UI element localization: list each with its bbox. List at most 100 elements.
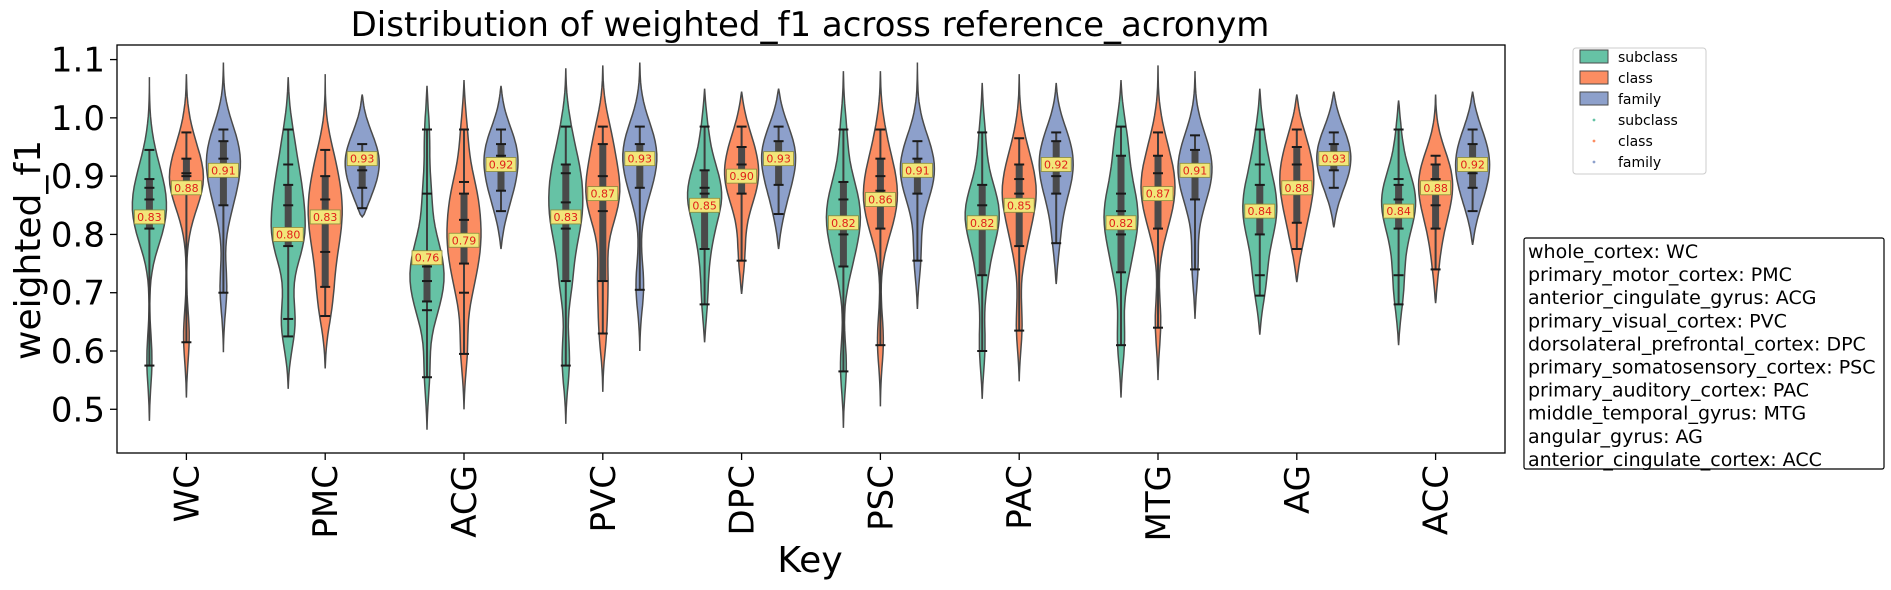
mean-label: 0.82 <box>970 217 995 230</box>
mean-label: 0.92 <box>1044 158 1069 171</box>
mean-label: 0.85 <box>1007 199 1032 212</box>
mean-label: 0.91 <box>1183 164 1208 177</box>
legend: subclass class family subclass class family <box>1572 47 1707 175</box>
mean-label: 0.87 <box>591 188 616 201</box>
mean-label-box <box>1105 215 1137 231</box>
y-tick-label: 1.0 <box>51 99 105 139</box>
plot-frame <box>116 44 1506 454</box>
mean-label-box <box>1179 162 1211 178</box>
mean-label-box <box>207 162 239 178</box>
mean-label: 0.76 <box>415 252 440 265</box>
mean-label-box <box>966 215 998 231</box>
mean-label-box <box>1244 203 1276 219</box>
y-tick-label: 0.5 <box>51 390 105 430</box>
y-tick-label: 0.8 <box>51 215 105 255</box>
mean-label-box <box>689 197 720 213</box>
violins-layer: 0.83 0.80 0.76 0.83 0.85 0.82 0.82 0.82 0.84 0.84… <box>131 62 1491 430</box>
y-tick-label: 1.1 <box>51 41 105 81</box>
mean-label: 0.92 <box>489 158 514 171</box>
mean-label: 0.85 <box>692 199 717 212</box>
x-tick-label: PMC <box>306 465 346 539</box>
annotation-box-line: whole_cortex: WC <box>1528 241 1698 263</box>
legend-marker-family <box>1592 160 1596 164</box>
mean-label-box <box>1383 203 1414 219</box>
mean-label-box <box>865 192 896 207</box>
legend-label: class <box>1618 71 1653 87</box>
legend-label: subclass <box>1618 50 1678 66</box>
legend-swatch-class <box>1579 70 1609 85</box>
mean-label: 0.93 <box>766 153 791 166</box>
violin-box <box>423 251 431 302</box>
mean-label-box <box>1457 157 1488 172</box>
mean-label-box <box>902 162 933 178</box>
violin-box <box>1117 155 1125 273</box>
x-axis-label: Key <box>777 540 842 581</box>
mean-label: 0.93 <box>628 153 653 166</box>
y-tick-label: 0.6 <box>51 332 105 372</box>
mean-label-box <box>133 209 165 225</box>
mean-label: 0.88 <box>1285 182 1310 195</box>
mean-label: 0.83 <box>313 211 338 224</box>
mean-label-box <box>550 209 582 225</box>
mean-label: 0.82 <box>831 217 856 230</box>
annotation-box-line: dorsolateral_prefrontal_cortex: DPC <box>1528 333 1866 355</box>
mean-label: 0.92 <box>1460 158 1485 171</box>
x-tick-label: ACG <box>445 465 485 538</box>
mean-label: 0.80 <box>276 228 301 241</box>
mean-label-box <box>1318 151 1350 167</box>
mean-label: 0.90 <box>729 170 754 183</box>
mean-label: 0.79 <box>452 234 477 247</box>
mean-label-box <box>309 209 341 225</box>
x-tick-label: PSC <box>861 465 901 531</box>
y-axis: 0.5 0.6 0.7 0.8 0.9 1.0 1.1 <box>51 41 117 430</box>
mean-label-box <box>763 151 794 167</box>
annotation-box-line: primary_somatosensory_cortex: PSC <box>1528 357 1875 379</box>
violin-box <box>460 193 468 264</box>
mean-label-box <box>411 250 443 266</box>
mean-label-box <box>828 215 859 231</box>
x-tick-label: PAC <box>1000 465 1040 530</box>
violin-box <box>284 184 292 247</box>
mean-label: 0.93 <box>350 153 375 166</box>
annotation-box-line: anterior_cingulate_gyrus: ACG <box>1528 287 1816 309</box>
annotation-box-line: primary_motor_cortex: PMC <box>1528 264 1792 286</box>
mean-label-box <box>485 157 517 172</box>
annotation-box-line: primary_auditory_cortex: PAC <box>1528 380 1809 402</box>
legend-marker-class <box>1592 139 1596 143</box>
legend-label: family <box>1618 92 1661 108</box>
mean-label-box <box>272 227 304 242</box>
mean-label-box <box>1281 180 1313 196</box>
violin-box <box>321 176 329 287</box>
mean-label-box <box>170 180 202 196</box>
legend-label: class <box>1618 134 1653 150</box>
violin-box <box>599 144 607 282</box>
x-tick-label: DPC <box>723 465 763 535</box>
violin-box <box>358 155 366 188</box>
annotation-box-frame <box>1523 237 1885 470</box>
x-tick-label: MTG <box>1139 465 1179 541</box>
legend-label: family <box>1618 155 1661 171</box>
mean-label-box <box>1142 186 1174 202</box>
x-tick-label: AG <box>1278 465 1318 514</box>
mean-label: 0.84 <box>1248 205 1273 218</box>
annotation-box-line: primary_visual_cortex: PVC <box>1528 310 1787 332</box>
y-tick-label: 0.7 <box>51 274 105 314</box>
violin-box <box>1432 164 1440 229</box>
mean-label: 0.86 <box>868 193 893 206</box>
legend-swatch-subclass <box>1579 49 1609 64</box>
violin-box <box>145 179 153 229</box>
mean-label: 0.93 <box>1322 153 1347 166</box>
mean-label: 0.87 <box>1146 188 1171 201</box>
x-tick-label: ACC <box>1417 465 1457 535</box>
mean-label-box <box>587 186 619 202</box>
x-tick-label: WC <box>167 465 207 522</box>
legend-marker-subclass <box>1592 118 1596 122</box>
mean-label: 0.83 <box>554 211 579 224</box>
mean-label: 0.82 <box>1109 217 1134 230</box>
mean-label-box <box>448 232 480 248</box>
mean-label-box <box>624 151 656 167</box>
mean-label-box <box>726 168 757 184</box>
legend-swatch-family <box>1579 91 1609 106</box>
